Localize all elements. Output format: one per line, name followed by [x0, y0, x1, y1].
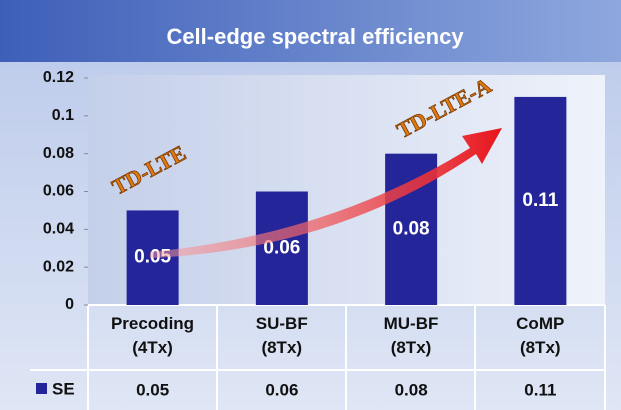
y-tick-label: 0.06: [43, 183, 74, 200]
y-tick-label: 0.1: [52, 107, 74, 124]
x-tick-label: SU-BF (8Tx): [255, 314, 308, 357]
y-tick-label: 0.04: [43, 221, 74, 238]
trend-arrow: [150, 128, 502, 258]
y-tick-label: 0.02: [43, 258, 74, 275]
legend-label: SE: [52, 379, 75, 398]
bar: [255, 191, 308, 305]
data-label: 0.08: [393, 218, 430, 239]
table-value: 0.06: [265, 380, 298, 399]
chart-title: Cell-edge spectral efficiency: [166, 24, 464, 49]
x-tick-label: CoMP (8Tx): [516, 314, 565, 357]
header-band: [0, 0, 621, 62]
y-tick-label: 0.12: [43, 69, 74, 86]
data-label: 0.06: [263, 237, 300, 258]
x-tick-label: Precoding (4Tx): [110, 314, 195, 357]
data-label: 0.11: [522, 190, 558, 211]
y-tick-label: 0.08: [43, 145, 74, 162]
bar: [514, 96, 567, 306]
y-tick-label: 0: [65, 296, 74, 313]
x-tick-label: MU-BF (8Tx): [383, 314, 439, 357]
legend-swatch: [36, 383, 47, 394]
table-value: 0.08: [395, 380, 428, 399]
table-value: 0.05: [136, 380, 169, 399]
table-value: 0.11: [524, 380, 556, 399]
